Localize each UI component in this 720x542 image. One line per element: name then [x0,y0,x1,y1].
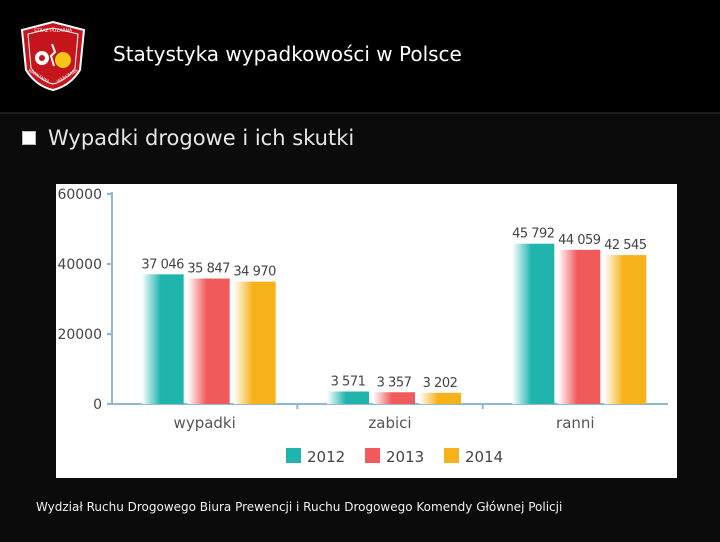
legend-label-2014: 2014 [465,448,503,466]
y-tick-label: 60000 [57,187,102,203]
bullet-checkbox-icon [22,131,36,145]
x-category-label: wypadki [174,414,236,432]
legend-swatch-2014 [444,448,459,463]
data-label: 3 357 [377,375,412,390]
x-category-label: zabici [368,414,411,432]
bar-chart: 0 20000 40000 60000 37 046 35 847 34 970 wypad… [57,187,668,466]
bar-2012-wypadki [141,274,184,404]
logo-top-text: STRAŻ POŻARNA [34,27,73,34]
data-label: 3 202 [423,376,458,391]
bar-2013-wypadki [187,278,230,404]
bar-2013-ranni [558,249,601,404]
slide-subtitle: Wypadki drogowe i ich skutki [48,126,355,150]
y-tick-label: 40000 [57,257,102,273]
legend-swatch-2012 [286,448,301,463]
bar-2014-wypadki [233,281,276,404]
bar-2012-zabici [327,391,369,404]
chart-panel: 0 20000 40000 60000 37 046 35 847 34 970 wypad… [56,184,677,478]
legend-label-2012: 2012 [307,448,345,466]
y-tick-label: 0 [93,397,102,413]
data-label: 45 792 [512,227,555,242]
data-label: 37 046 [141,257,184,272]
slide-header: STRAŻ POŻARNA WARSZAWA WARSZAWA Statysty… [0,0,720,112]
x-category-label: ranni [556,414,595,432]
data-label: 44 059 [558,233,601,248]
fire-brigade-logo-icon: STRAŻ POŻARNA WARSZAWA WARSZAWA [20,20,86,92]
data-label: 3 571 [331,375,366,390]
bar-2012-ranni [512,243,555,404]
data-label: 42 545 [604,238,647,253]
bar-2014-zabici [419,392,461,404]
legend-label-2013: 2013 [386,448,424,466]
bar-2014-ranni [604,255,647,404]
bar-2013-zabici [373,392,415,404]
slide-title: Statystyka wypadkowości w Polsce [113,42,462,66]
data-label: 34 970 [233,265,276,280]
legend-swatch-2013 [365,448,380,463]
source-footer: Wydział Ruchu Drogowego Biura Prewencji … [36,500,563,514]
y-tick-label: 20000 [57,327,102,343]
data-label: 35 847 [187,262,230,277]
